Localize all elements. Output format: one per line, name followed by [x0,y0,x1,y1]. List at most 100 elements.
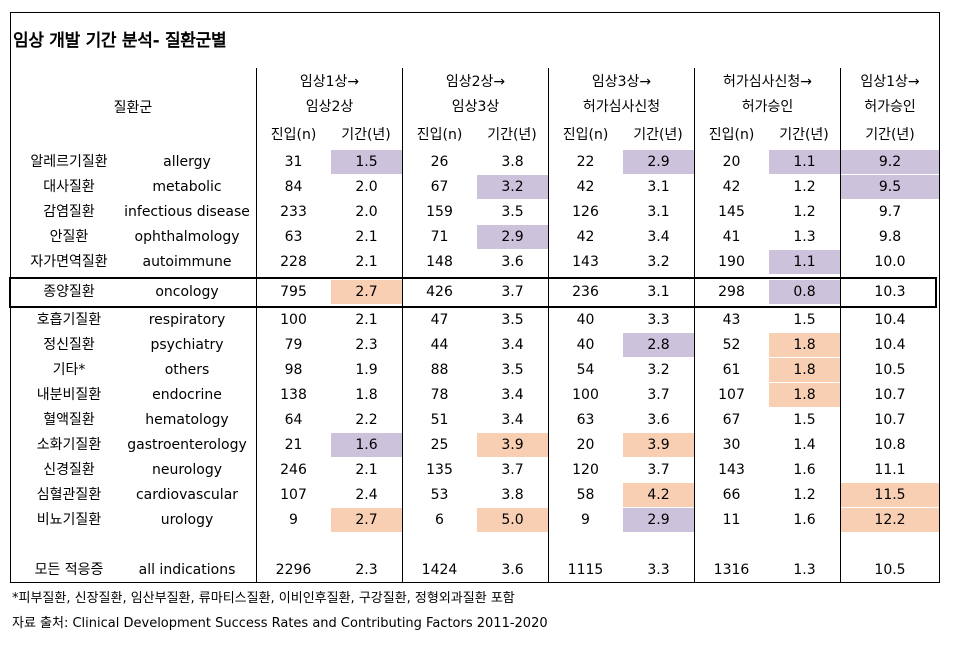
entry-count-cell: 426 [426,284,453,300]
group-header: 질환군 [113,100,153,116]
group-name-ko: 종양질환 [43,284,95,300]
period-cell: 3.7 [501,284,524,300]
entry-count-cell: 79 [284,337,303,353]
entry-count-cell: 67 [722,412,741,428]
entry-count-cell: 100 [280,312,307,328]
entry-count-cell: 20 [576,437,595,453]
period-cell: 2.9 [623,508,694,532]
period-cell: 2.9 [623,150,694,174]
period-cell: 12.2 [841,508,939,532]
period-cell: 2.7 [331,508,402,532]
entry-count-cell: 107 [280,487,307,503]
column-divider [840,68,841,583]
period-cell: 10.7 [874,387,906,403]
entry-count-cell: 9 [289,512,298,528]
period-cell: 1.3 [793,229,816,245]
group-name-en: others [164,362,210,378]
period-cell: 5.0 [477,508,548,532]
source-note: 자료 출처: Clinical Development Success Rate… [12,616,548,631]
group-name-ko: 비뇨기질환 [36,512,102,528]
period-cell: 4.2 [623,483,694,507]
entry-count-cell: 1424 [421,562,458,578]
entry-count-cell: 71 [430,229,449,245]
period-cell: 1.8 [769,358,840,382]
entry-count-cell: 298 [718,284,745,300]
entry-count-cell: 58 [576,487,595,503]
entry-count-cell: 143 [718,462,745,478]
oncology-row-outline [9,277,937,308]
entry-count-cell: 78 [430,387,449,403]
period-cell: 2.1 [355,462,378,478]
period-cell: 9.5 [841,175,939,199]
entry-count-cell: 126 [572,204,599,220]
group-name-ko: 호흡기질환 [36,312,102,328]
period-cell: 1.8 [769,333,840,357]
period-cell: 1.2 [793,204,816,220]
period-cell: 3.2 [647,254,670,270]
entry-count-cell: 67 [430,179,449,195]
phase1-n-header: 진입(n) [270,127,317,143]
footnote: *피부질환, 신장질환, 임산부질환, 류마티스질환, 이비인후질환, 구강질환… [12,591,515,606]
entry-count-cell: 6 [435,512,444,528]
period-cell: 10.7 [874,412,906,428]
period-cell: 1.1 [769,150,840,174]
period-cell: 1.8 [355,387,378,403]
period-cell: 2.1 [355,229,378,245]
approval-period-header: 기간(년) [779,127,829,143]
entry-count-cell: 40 [576,337,595,353]
entry-count-cell: 138 [280,387,307,403]
entry-count-cell: 66 [722,487,741,503]
period-cell: 3.7 [647,387,670,403]
total-period-header: 기간(년) [865,127,915,143]
entry-count-cell: 2296 [275,562,312,578]
group-name-en: autoimmune [142,254,232,270]
period-cell: 3.7 [647,462,670,478]
period-cell: 1.8 [769,383,840,407]
entry-count-cell: 42 [722,179,741,195]
period-cell: 2.1 [355,254,378,270]
period-cell: 10.5 [874,362,906,378]
group-name-ko: 대사질환 [43,179,95,195]
period-cell: 10.0 [874,254,906,270]
group-name-ko: 정신질환 [43,337,95,353]
period-cell: 9.8 [878,229,902,245]
period-cell: 3.6 [647,412,670,428]
entry-count-cell: 120 [572,462,599,478]
entry-count-cell: 30 [722,437,741,453]
phase2-period-header: 기간(년) [487,127,537,143]
period-cell: 10.4 [874,337,906,353]
entry-count-cell: 21 [284,437,303,453]
period-cell: 2.3 [355,562,378,578]
entry-count-cell: 145 [718,204,745,220]
period-cell: 10.8 [874,437,906,453]
group-name-en: infectious disease [124,204,250,220]
group-name-ko: 모든 적응증 [34,562,104,578]
group-name-en: allergy [163,154,211,170]
column-divider [402,68,403,583]
period-cell: 10.5 [874,562,906,578]
group-name-en: cardiovascular [135,487,239,503]
period-cell: 3.4 [501,337,524,353]
table-title: 임상 개발 기간 분석- 질환군별 [13,31,227,51]
entry-count-cell: 107 [718,387,745,403]
period-cell: 1.5 [793,412,816,428]
entry-count-cell: 795 [280,284,307,300]
period-cell: 10.3 [874,284,906,300]
group-name-en: oncology [155,284,219,300]
entry-count-cell: 61 [722,362,741,378]
entry-count-cell: 1316 [713,562,750,578]
period-cell: 3.4 [501,412,524,428]
phase3-header-line2: 허가심사신청 [582,99,661,115]
column-divider [694,68,695,583]
entry-count-cell: 43 [722,312,741,328]
period-cell: 1.3 [793,562,816,578]
period-cell: 0.8 [769,280,840,304]
entry-count-cell: 42 [576,179,595,195]
approval-header-line1: 허가심사신청→ [722,74,812,90]
period-cell: 9.2 [841,150,939,174]
group-name-en: gastroenterology [127,437,247,453]
period-cell: 2.9 [477,225,548,249]
phase3-n-header: 진입(n) [562,127,609,143]
entry-count-cell: 11 [722,512,741,528]
period-cell: 3.3 [647,562,670,578]
